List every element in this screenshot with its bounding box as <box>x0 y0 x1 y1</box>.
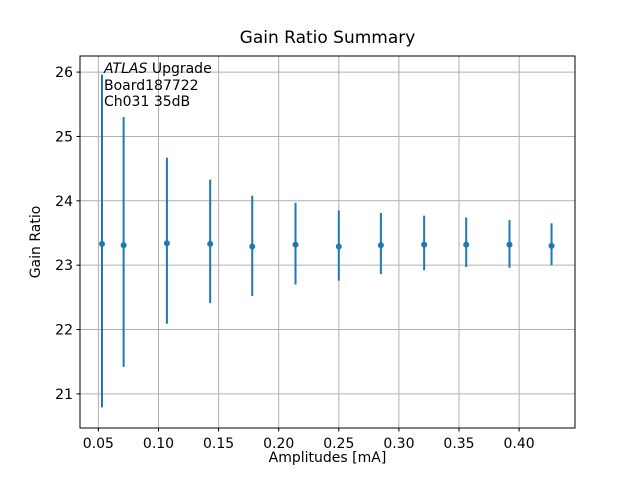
x-tick-label: 0.15 <box>203 436 234 452</box>
x-tick-label: 0.25 <box>323 436 354 452</box>
data-point-marker <box>249 243 256 250</box>
data-point-marker <box>207 240 214 247</box>
annotation-atlas-italic: ATLAS <box>104 61 148 77</box>
plot-border <box>79 55 576 429</box>
y-tick-label: 24 <box>55 194 73 210</box>
annotation-upgrade-text: Upgrade <box>147 61 212 77</box>
x-tick-label: 0.30 <box>383 436 414 452</box>
x-tick-label: 0.35 <box>443 436 474 452</box>
data-point-marker <box>421 241 428 248</box>
x-tick-label: 0.05 <box>83 436 114 452</box>
x-axis-label: Amplitudes [mA] <box>268 450 387 466</box>
annotation-line-3: Ch031 35dB <box>104 94 191 110</box>
x-tick-label: 0.10 <box>143 436 174 452</box>
y-tick-label: 25 <box>55 129 73 145</box>
y-axis-label: Gain Ratio <box>28 205 44 279</box>
x-tick-label: 0.40 <box>504 436 535 452</box>
data-point-marker <box>120 242 127 249</box>
data-point-marker <box>335 243 342 250</box>
y-tick-label: 23 <box>55 258 73 274</box>
annotation-line-2: Board187722 <box>104 77 199 94</box>
annotation: ATLAS Upgrade Board187722 Ch031 35dB <box>104 61 212 111</box>
data-point-marker <box>98 240 105 247</box>
y-tick-label: 21 <box>55 387 73 403</box>
annotation-line-1: ATLAS Upgrade <box>104 61 212 78</box>
data-point-marker <box>463 241 470 248</box>
y-tick-label: 22 <box>55 323 73 339</box>
data-point-marker <box>506 241 513 248</box>
data-point-marker <box>163 240 170 247</box>
data-point-marker <box>548 242 555 249</box>
x-tick-label: 0.20 <box>263 436 294 452</box>
data-point-marker <box>292 241 299 248</box>
y-tick-label: 26 <box>55 65 73 81</box>
chart-title: Gain Ratio Summary <box>239 28 416 48</box>
data-point-marker <box>377 242 384 249</box>
